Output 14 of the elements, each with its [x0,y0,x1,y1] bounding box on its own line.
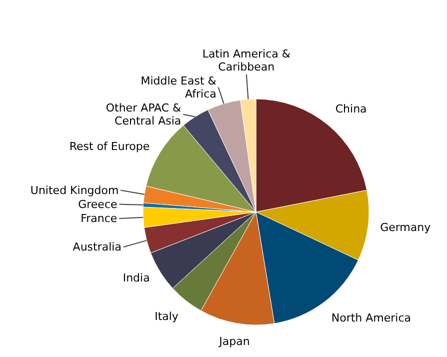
slice-label: Japan [218,335,250,348]
slice-label: Australia [72,240,122,254]
slice-label: China [335,102,367,116]
slice-label: United Kingdom [30,184,119,197]
slice-label: India [122,271,150,284]
slice-label: Middle East & Africa [140,74,217,100]
slice-label: Greece [78,198,118,211]
slice-label: Latin America & Caribbean [202,47,291,74]
slice-label: Germany [380,220,432,234]
slice-label: Rest of Europe [69,140,150,153]
slice-label: Other APAC & Central Asia [106,101,182,128]
slice-label: Italy [154,310,179,324]
slice-label: North America [331,312,412,325]
slice-label: France [80,212,118,226]
